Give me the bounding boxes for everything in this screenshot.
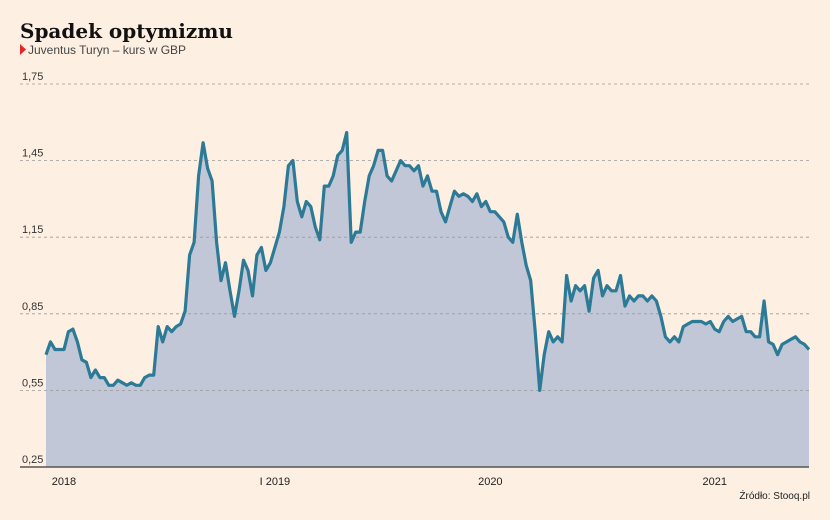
y-tick-label: 0,85 [22, 301, 43, 313]
chart-subtitle: Juventus Turyn – kurs w GBP [28, 43, 186, 57]
line [44, 130, 811, 392]
y-tick-label: 0,55 [22, 377, 43, 389]
area [46, 132, 809, 467]
chart-title: Spadek optymizmu [20, 19, 233, 43]
x-tick-label: 2020 [478, 476, 502, 488]
y-tick-label: 1,15 [22, 224, 43, 236]
source: Źródło: Stooq.pl [739, 489, 810, 502]
y-tick-label: 0,25 [22, 454, 43, 466]
x-tick-label: I 2019 [260, 476, 291, 488]
x-tick-label: 2021 [703, 476, 727, 488]
x-tick-label: 2018 [52, 476, 76, 488]
subtitle-marker [20, 44, 26, 55]
y-tick-label: 1,75 [22, 71, 43, 83]
y-tick-label: 1,45 [22, 148, 43, 160]
